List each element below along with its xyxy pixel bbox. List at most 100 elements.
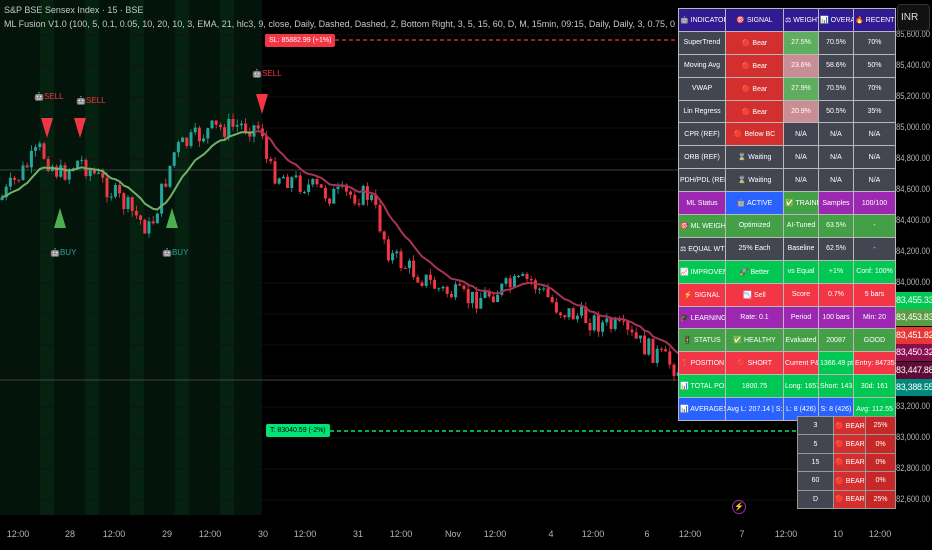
table-cell: Long: 1657.08 <box>783 374 819 399</box>
price-chart[interactable] <box>0 0 895 515</box>
table-cell: 🔴 Bear <box>725 76 784 101</box>
timeframe-cell: 15 <box>797 452 834 473</box>
candle-body <box>546 288 550 298</box>
candle-body <box>101 172 105 178</box>
time-axis[interactable]: 12:00 28 12:00 29 12:00 30 12:00 31 12:00 Nov 12:0… <box>0 515 932 550</box>
buy-annotation: 🤖BUY <box>162 248 188 258</box>
candle-body <box>172 152 176 166</box>
table-cell: 27.5% <box>783 30 819 55</box>
time-tick: 30 <box>257 529 269 539</box>
candle-body <box>500 283 504 295</box>
candle-body <box>8 177 12 187</box>
sell-annotation: 🤖SELL <box>34 92 64 102</box>
table-cell: Period <box>783 305 819 330</box>
table-cell: vs Equal <box>783 259 819 284</box>
table-cell: +1% <box>818 259 854 284</box>
candle-body <box>407 260 411 269</box>
sell-text: SELL <box>85 96 106 105</box>
candle-body <box>147 221 151 234</box>
candle-body <box>386 239 390 261</box>
sell-annotation: 🤖SELL <box>252 69 282 79</box>
candle-body <box>269 158 273 162</box>
table-cell: GOOD <box>853 328 896 353</box>
table-cell: 🚦 STATUS <box>678 328 726 353</box>
table-cell: 20.9% <box>783 99 819 124</box>
table-header-row: 🤖 INDICATOR🎯 SIGNAL⚖ WEIGHT📊 OVERALL🔥 RE… <box>678 8 896 32</box>
candle-body <box>206 128 210 139</box>
candle-body <box>638 335 642 339</box>
price-axis[interactable]: 85,600.00 85,400.00 85,200.00 85,000.00 84,8… <box>895 0 932 515</box>
timeframe-cell: 3 <box>797 415 834 436</box>
buy-text: BUY <box>171 248 189 257</box>
table-cell: N/A <box>783 168 819 193</box>
candle-body <box>290 177 294 189</box>
timeframe-row: 60🔴 BEARISH0% <box>797 471 896 491</box>
table-cell: 📊 TOTAL POINTS <box>678 374 726 399</box>
candle-body <box>374 194 378 205</box>
candle-body <box>449 293 453 298</box>
table-cell: 🔴 Bear <box>725 99 784 124</box>
candle-body <box>118 184 122 194</box>
candle-body <box>155 213 159 224</box>
time-tick: 28 <box>64 529 76 539</box>
table-cell: 30d: 161 <box>853 374 896 399</box>
time-tick: 12:00 <box>774 529 798 539</box>
table-cell: 25% Each <box>725 236 784 261</box>
table-cell: 🔴 Bear <box>725 30 784 55</box>
candle-body <box>193 127 197 133</box>
header-label: OVERALL <box>830 16 853 24</box>
price-tick: 84,400.00 <box>895 215 930 225</box>
indicator-legend[interactable]: ML Fusion V1.0 (100, 5, 0.1, 0.05, 10, 2… <box>4 19 676 29</box>
candle-body <box>311 178 315 185</box>
table-cell: Short: 143.67 <box>818 374 854 399</box>
candle-body <box>92 170 96 174</box>
table-cell: N/A <box>783 122 819 147</box>
candle-body <box>227 118 231 137</box>
buy-annotation: 🤖BUY <box>50 248 76 258</box>
candle-body <box>462 285 466 289</box>
candle-body <box>601 322 605 332</box>
percent-cell: 0% <box>865 434 896 454</box>
currency-button[interactable]: INR <box>897 4 930 31</box>
percent-cell: 0% <box>865 452 896 473</box>
moving-average-line <box>1 130 255 211</box>
timeframe-row: 15🔴 BEARISH0% <box>797 452 896 473</box>
candle-body <box>475 291 479 309</box>
ml-indicator-table: 🤖 INDICATOR🎯 SIGNAL⚖ WEIGHT📊 OVERALL🔥 RE… <box>678 8 896 422</box>
table-cell: Evaluated <box>783 328 819 353</box>
header-icon: 🔥 <box>855 16 864 24</box>
candle-body <box>437 288 441 290</box>
table-row: 🚦 STATUS ✅ HEALTHY Evaluated 20087 GOOD <box>678 328 896 353</box>
candle-body <box>538 288 542 290</box>
candle-body <box>458 284 462 286</box>
table-row: CPR (REF) 🔴 Below BC N/A N/A N/A <box>678 122 896 147</box>
table-cell: 70.5% <box>818 76 854 101</box>
candle-body <box>466 288 470 304</box>
table-cell: ⌛ Waiting <box>725 145 784 170</box>
price-tick: 85,600.00 <box>895 29 930 39</box>
time-tick: 4 <box>548 529 554 539</box>
candle-body <box>273 161 277 184</box>
table-cell: Avg L: 207.14 | S: -152.85 <box>725 397 784 422</box>
lightning-icon[interactable]: ⚡ <box>732 500 746 514</box>
candle-body <box>328 198 332 204</box>
candle-body <box>420 282 424 286</box>
table-cell: ⚡ SIGNAL <box>678 282 726 307</box>
table-cell: 100 bars <box>818 305 854 330</box>
candle-body <box>399 251 403 269</box>
timeframe-row: 5🔴 BEARISH0% <box>797 434 896 454</box>
candle-body <box>80 159 84 161</box>
moving-average-line <box>253 130 734 375</box>
target-label: T: 83040.59 (-2%) <box>266 424 330 437</box>
table-cell: CPR (REF) <box>678 122 726 147</box>
candle-body <box>479 297 483 309</box>
header-label: WEIGHT <box>793 16 819 24</box>
table-cell: N/A <box>853 122 896 147</box>
candle-body <box>202 138 206 142</box>
table-cell: 100/100 <box>853 191 896 216</box>
table-row: ⚡ SIGNAL 📉 Sell Score 0.7% 5 bars <box>678 282 896 307</box>
price-tag: 83,447.88 <box>896 361 932 379</box>
table-cell: 70% <box>853 30 896 55</box>
time-tick: 12:00 <box>483 529 507 539</box>
